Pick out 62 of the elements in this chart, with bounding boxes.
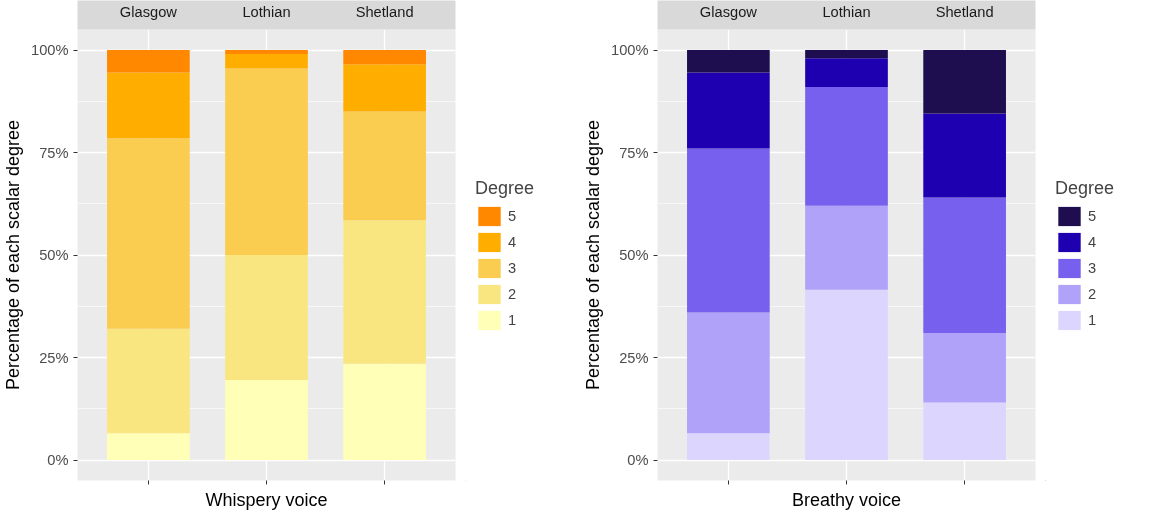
bar xyxy=(107,50,190,73)
bar xyxy=(343,363,426,460)
bar xyxy=(107,328,190,434)
legend-label: 1 xyxy=(508,311,518,328)
bar xyxy=(107,138,190,329)
bar xyxy=(923,402,1006,460)
bar xyxy=(805,205,888,290)
legend-label: 4 xyxy=(1088,233,1098,250)
x-axis-title: Breathy voice xyxy=(791,489,902,510)
legend-label: 2 xyxy=(508,285,518,302)
bar xyxy=(805,86,888,206)
bar xyxy=(343,111,426,221)
y-tick-label: 100% xyxy=(31,42,69,58)
bar xyxy=(343,220,426,364)
bar xyxy=(805,58,888,87)
bar xyxy=(343,50,426,65)
legend-label: 4 xyxy=(508,233,518,250)
legend-label: 3 xyxy=(1088,259,1098,276)
x-tick-label: Glasgow xyxy=(699,3,758,20)
y-tick-label: 25% xyxy=(39,349,69,366)
bar xyxy=(107,433,190,460)
y-axis-title: Percentage of each scalar degree xyxy=(3,119,24,391)
bar xyxy=(343,64,426,112)
bar xyxy=(687,148,770,313)
y-tick-label: 75% xyxy=(619,144,649,161)
y-tick-label: 25% xyxy=(619,349,649,366)
x-tick-label: Shetland xyxy=(355,3,414,20)
bar xyxy=(225,255,308,381)
bar xyxy=(923,113,1006,198)
x-axis-title: Whispery voice xyxy=(205,489,328,510)
x-tick-label: Lothian xyxy=(822,3,871,20)
legend-label: 5 xyxy=(508,207,518,224)
legend-label: 2 xyxy=(1088,285,1098,302)
bar xyxy=(107,72,190,139)
legend-title: Degree xyxy=(1055,177,1115,199)
bar xyxy=(225,50,308,55)
x-tick-label: Shetland xyxy=(935,3,994,20)
y-tick-label: 75% xyxy=(39,144,69,161)
y-tick-label: 50% xyxy=(619,247,649,263)
legend-label: 1 xyxy=(1088,311,1098,328)
bar xyxy=(923,332,1006,403)
bar xyxy=(225,380,308,460)
bar xyxy=(923,197,1006,333)
bar xyxy=(225,54,308,69)
legend-title: Degree xyxy=(475,177,535,199)
bar xyxy=(805,289,888,460)
y-tick-label: 0% xyxy=(627,452,649,468)
bar xyxy=(923,50,1006,114)
y-tick-label: 100% xyxy=(611,42,649,58)
bar xyxy=(687,72,770,149)
bar xyxy=(687,433,770,460)
legend-label: 5 xyxy=(1088,207,1098,224)
bar xyxy=(687,312,770,434)
x-tick-label: Lothian xyxy=(242,3,291,20)
bar xyxy=(805,50,888,59)
y-tick-label: 0% xyxy=(47,452,69,468)
bar xyxy=(225,68,308,255)
y-tick-label: 50% xyxy=(39,247,69,263)
legend-label: 3 xyxy=(508,259,518,276)
bar xyxy=(687,50,770,73)
y-axis-title: Percentage of each scalar degree xyxy=(583,119,604,391)
x-tick-label: Glasgow xyxy=(119,3,178,20)
